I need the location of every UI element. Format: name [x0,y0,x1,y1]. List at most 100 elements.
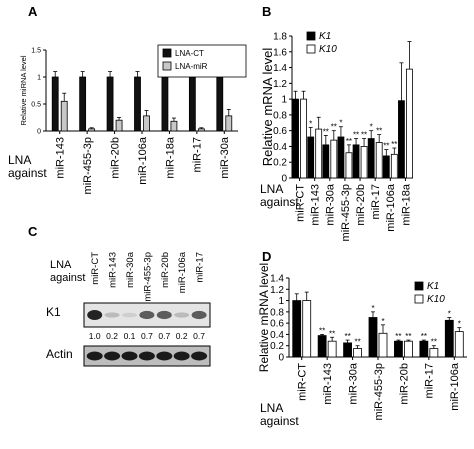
bar-k1 [368,317,378,358]
x-tick-label: miR-143 [310,184,322,226]
lane-label: miR-CT [90,252,101,285]
bar-k1 [343,342,352,358]
significance-mark: ** [346,137,352,146]
blot-band-actin [86,351,103,361]
bar-k10 [429,348,439,358]
blot-row-label-actin: Actin [46,347,73,361]
bar-lna-mir [170,120,178,132]
x-tick-label: miR-20b [398,363,410,405]
legend-label: LNA-CT [175,49,204,58]
significance-mark: ** [354,338,360,347]
legend-swatch [306,31,316,41]
blot-quant-value: 0.7 [141,331,153,341]
y-tick-label: 0.8 [273,110,287,121]
y-tick-label: 1 [281,95,287,106]
blot-band-actin [138,351,155,361]
x-tick-label: miR-18a [400,183,412,225]
significance-mark: * [370,123,373,132]
bar-lna-mir [197,128,205,132]
lane-label: miR-20b [160,252,171,288]
panel-letter: C [28,224,38,239]
lane-label: miR-455-3p [142,252,153,302]
significance-mark: * [458,320,461,329]
bar-lna-ct [79,76,87,132]
significance-mark: * [309,120,312,129]
bar-k10 [330,139,338,179]
lane-label: miR-106a [177,251,188,293]
blot-band-k1 [156,310,172,320]
significance-mark: * [339,119,342,128]
blot-band-k1 [191,310,207,320]
blot-band-k1 [174,312,190,318]
y-tick-label: 0 [281,174,287,185]
bar-k1 [394,340,403,358]
y-tick-label: 0.2 [270,341,284,352]
y-tick-label: 1.2 [273,79,287,90]
against-label: against [8,166,47,180]
panel-letter: D [262,249,271,264]
significance-mark: ** [431,338,437,347]
legend-label: K1 [319,31,331,42]
bar-k1 [398,100,405,179]
x-tick-label: miR-455-3p [82,137,94,194]
bar-k1 [317,335,327,358]
legend-swatch [162,61,172,71]
blot-quant-value: 0.7 [158,331,170,341]
blot-quant-value: 0.7 [193,331,205,341]
legend-label: LNA-miR [175,62,208,71]
bar-lna-ct [188,76,196,132]
y-tick-label: 0.4 [273,142,287,153]
significance-mark: * [371,304,374,313]
bar-k10 [454,331,464,358]
bar-k10 [315,128,323,179]
y-axis-title: Relative miRNA level [19,55,28,125]
bar-k10 [360,146,368,179]
x-tick-label: miR-106a [385,183,397,232]
significance-mark: ** [376,127,382,136]
blot-band-k1 [139,310,155,320]
bar-lna-mir [60,100,68,132]
y-tick-label: 1.4 [273,63,287,74]
blot-band-actin [104,351,121,361]
blot-band-actin [156,351,173,361]
lna-label: LNA [260,401,283,415]
legend-swatch [162,48,172,58]
lane-label: miR-30a [125,251,136,288]
bar-lna-ct [51,76,59,132]
significance-mark: * [381,317,384,326]
bar-k1 [352,144,360,179]
legend-swatch [414,281,424,291]
y-tick-label: 1.6 [273,47,287,58]
bar-k1 [444,319,454,358]
bar-k10 [353,348,362,358]
significance-mark: ** [319,326,325,335]
x-tick-label: miR-30a [347,362,359,404]
legend-label: K10 [427,294,445,305]
against-label: against [260,414,299,428]
bar-k10 [302,300,312,358]
blot-quant-value: 1.0 [89,331,101,341]
panel-letter: B [262,4,271,19]
blot-band-k1 [122,312,137,318]
bar-lna-mir [143,115,150,132]
bar-k10 [404,340,413,358]
legend-label: K1 [427,281,439,292]
bar-lna-mir [88,128,96,132]
lane-label: miR-17 [195,252,206,283]
panel-letter: A [28,4,38,19]
x-tick-label: miR-17 [370,184,382,219]
x-tick-label: miR-20b [109,137,121,179]
blot-band-actin [173,351,190,361]
x-tick-label: miR-CT [297,363,309,401]
blot-row-label-k1: K1 [46,305,61,319]
y-axis-title: Relative mRNA level [260,48,275,167]
significance-mark: ** [331,123,337,132]
bar-lna-ct [216,76,224,132]
bar-k1 [382,155,390,179]
lna-label: LNA [260,182,283,196]
y-tick-label: 0.6 [273,126,287,137]
x-tick-label: miR-455-3p [373,363,385,420]
y-axis-title: Relative mRNA level [257,263,271,372]
legend-box [157,44,247,78]
